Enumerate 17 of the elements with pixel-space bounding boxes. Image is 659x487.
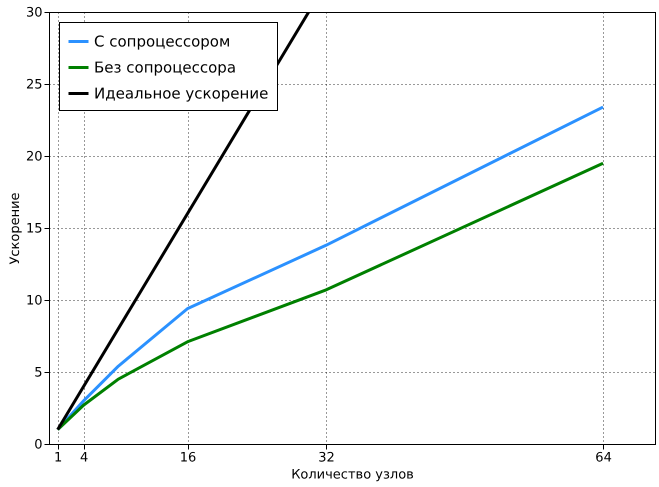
y-axis-title: Ускорение [8,192,23,265]
y-tick-label: 30 [26,6,42,20]
x-tick-label: 16 [180,450,196,466]
x-tick-label: 64 [595,450,612,466]
y-tick-label: 20 [26,150,42,164]
y-tick-label: 5 [34,366,42,380]
x-axis-title: Количество узлов [291,468,414,482]
y-tick-label: 10 [26,294,42,308]
x-tick-label: 1 [54,450,62,466]
legend-label: С сопроцессором [94,32,230,50]
x-tick-label: 32 [318,450,335,466]
legend-label: Идеальное ускорение [94,84,268,102]
legend-label: Без сопроцессора [94,58,236,76]
y-tick-label: 15 [26,222,42,236]
y-tick-label: 25 [26,78,42,92]
y-tick-label: 0 [34,438,42,452]
x-tick-label: 4 [80,450,88,466]
